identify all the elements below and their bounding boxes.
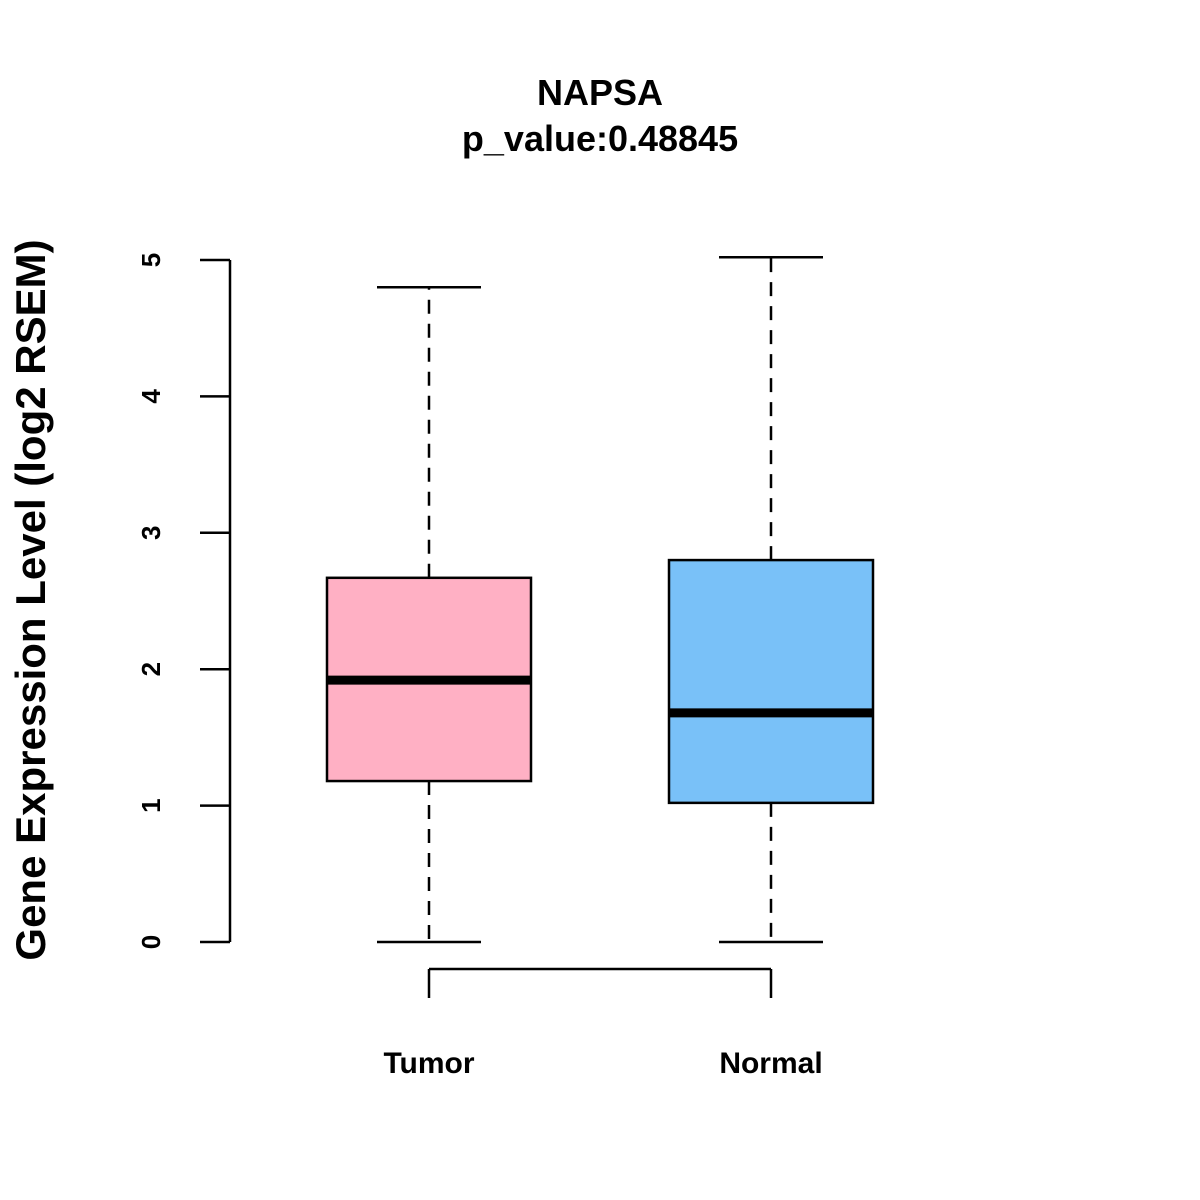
y-axis-label: Gene Expression Level (log2 RSEM)	[7, 239, 54, 960]
x-tick-label-1: Normal	[719, 1047, 822, 1080]
y-tick-label-1: 1	[136, 798, 166, 812]
chart-title: NAPSA	[537, 72, 663, 113]
chart-subtitle: p_value:0.48845	[462, 118, 738, 159]
y-tick-label-5: 5	[136, 253, 166, 267]
y-axis-ticks: 0 1 2 3 4 5	[136, 253, 230, 949]
box-tumor	[325, 286, 533, 944]
y-tick-label-4: 4	[136, 389, 166, 404]
y-tick-label-2: 2	[136, 662, 166, 676]
x-tick-label-0: Tumor	[383, 1047, 474, 1080]
x-axis: Tumor Normal	[383, 967, 823, 1080]
box-series	[325, 256, 875, 944]
box-normal	[667, 256, 875, 944]
iqr-box	[667, 558, 875, 805]
y-tick-label-3: 3	[136, 526, 166, 540]
y-tick-label-0: 0	[136, 935, 166, 949]
